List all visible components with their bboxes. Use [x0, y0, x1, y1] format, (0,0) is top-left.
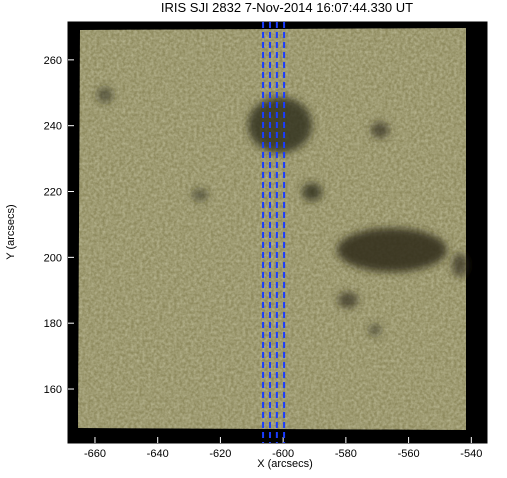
- chart-title: IRIS SJI 2832 7-Nov-2014 16:07:44.330 UT: [161, 0, 413, 15]
- solar-image: [78, 28, 468, 430]
- x-tick-label: -660: [84, 448, 106, 460]
- y-tick-label: 160: [44, 384, 62, 396]
- x-tick-label: -560: [398, 448, 420, 460]
- x-tick-label: -600: [272, 448, 294, 460]
- x-tick-label: -540: [460, 448, 482, 460]
- x-tick-label: -620: [209, 448, 231, 460]
- y-tick-label: 180: [44, 318, 62, 330]
- x-tick-label: -640: [147, 448, 169, 460]
- y-axis-label: Y (arcsecs): [5, 204, 17, 259]
- y-tick-label: 220: [44, 187, 62, 199]
- x-tick-label: -580: [335, 448, 357, 460]
- y-tick-label: 260: [44, 55, 62, 67]
- y-tick-label: 200: [44, 252, 62, 264]
- y-tick-label: 240: [44, 121, 62, 133]
- x-axis-label: X (arcsecs): [257, 458, 313, 470]
